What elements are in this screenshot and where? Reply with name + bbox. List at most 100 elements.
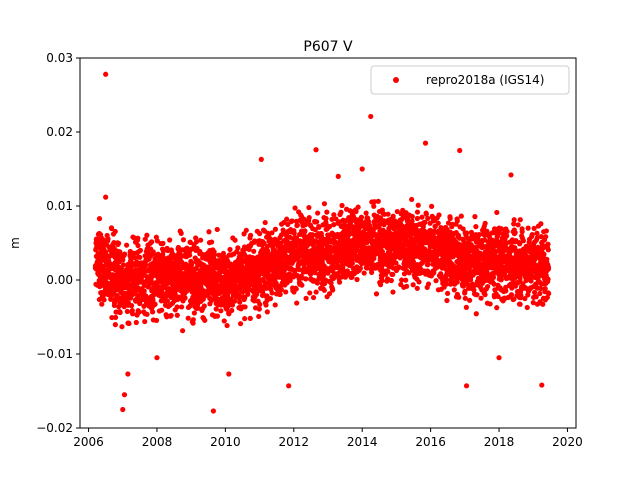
data-point [269, 290, 275, 296]
data-point [152, 301, 158, 307]
data-point [410, 258, 416, 265]
data-point [353, 208, 359, 215]
data-point [180, 237, 187, 243]
data-point [283, 289, 289, 295]
data-point [179, 304, 185, 310]
x-tick-label: 2018 [484, 435, 515, 449]
data-point [543, 234, 549, 240]
data-point [361, 270, 367, 276]
data-point [221, 318, 227, 324]
data-point [109, 314, 115, 321]
data-point [344, 268, 351, 274]
data-point [385, 268, 391, 275]
y-axis-ticks: −0.02 −0.01 0.00 0.01 0.02 0.03 [36, 51, 80, 435]
data-point [530, 300, 536, 306]
data-point [542, 286, 548, 292]
data-point [316, 224, 322, 230]
data-point [371, 199, 377, 205]
data-point [269, 230, 275, 236]
legend-label: repro2018a (IGS14) [426, 73, 544, 87]
data-point [539, 382, 545, 388]
data-point [278, 287, 284, 293]
data-point [328, 280, 334, 286]
data-point [229, 307, 235, 314]
data-point [110, 290, 117, 296]
data-point [143, 262, 149, 268]
data-point [504, 233, 510, 239]
data-point [476, 231, 482, 238]
data-point [150, 249, 156, 255]
data-point [103, 71, 109, 77]
data-point [359, 166, 365, 172]
data-point [319, 258, 325, 264]
data-point [416, 279, 422, 285]
data-point [187, 252, 193, 258]
data-point [472, 214, 478, 220]
data-point [335, 173, 341, 179]
data-point [242, 316, 248, 322]
data-point [429, 203, 435, 209]
plot-frame [79, 57, 577, 429]
data-point [538, 285, 544, 292]
data-point [399, 277, 405, 283]
data-point [331, 222, 337, 228]
data-point [122, 251, 128, 257]
data-point [116, 240, 122, 246]
data-point [167, 237, 173, 243]
data-point [131, 254, 138, 261]
data-point [529, 232, 535, 238]
data-point [354, 276, 360, 283]
data-point [258, 156, 264, 162]
data-point [525, 225, 531, 231]
data-point [490, 274, 497, 280]
data-point [289, 218, 295, 224]
data-point [164, 298, 170, 304]
data-point [314, 219, 320, 225]
data-point [524, 304, 530, 311]
data-point [209, 239, 215, 245]
data-point [105, 236, 111, 242]
data-point [306, 215, 312, 221]
data-point [150, 309, 156, 315]
data-point [211, 251, 218, 258]
legend: repro2018a (IGS14) [370, 65, 570, 95]
data-point [189, 266, 195, 272]
data-point [445, 290, 451, 297]
data-point [537, 290, 543, 297]
data-point [224, 322, 230, 329]
data-point [541, 251, 547, 257]
legend-marker [393, 77, 399, 83]
data-point [532, 261, 538, 268]
data-point [423, 211, 429, 217]
data-point [262, 219, 268, 226]
data-point [531, 225, 537, 231]
data-point [267, 296, 274, 302]
data-point [218, 308, 224, 314]
data-point [545, 266, 552, 272]
data-point [333, 216, 339, 222]
data-point [532, 289, 538, 296]
data-point [182, 295, 188, 301]
data-point [454, 218, 460, 224]
data-point [511, 296, 517, 302]
data-point [291, 230, 297, 236]
data-point [149, 239, 155, 245]
data-point [425, 281, 432, 287]
data-point [409, 213, 415, 220]
data-point [284, 216, 290, 222]
data-point [419, 214, 425, 220]
data-point [495, 293, 501, 300]
data-point [135, 242, 141, 249]
y-tick-label: 0.03 [46, 51, 73, 65]
data-point [494, 209, 500, 216]
data-point [454, 279, 460, 285]
data-point [473, 224, 479, 230]
data-point [159, 307, 165, 313]
data-point [108, 296, 114, 302]
y-axis-label: m [8, 237, 22, 249]
data-point [313, 289, 319, 295]
data-point [467, 297, 473, 303]
data-point [193, 235, 199, 241]
data-point [226, 371, 232, 377]
data-point [491, 281, 497, 287]
